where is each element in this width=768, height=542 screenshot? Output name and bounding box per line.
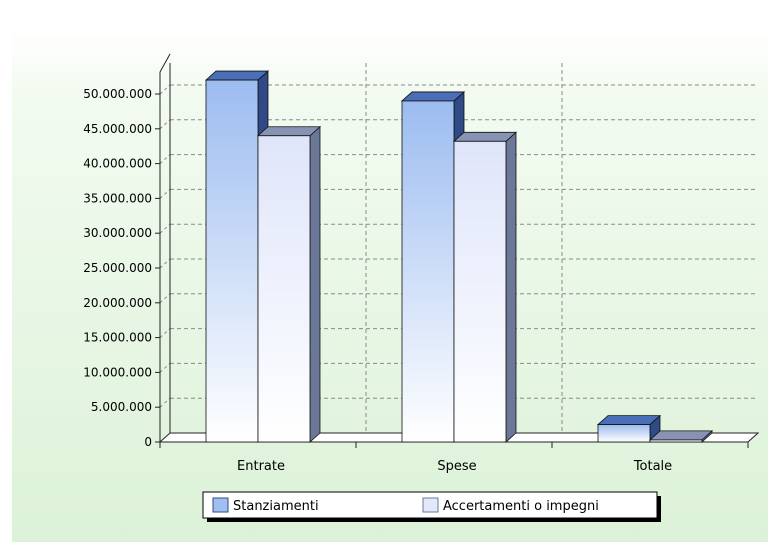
bar-front	[453, 140, 507, 443]
y-tick-label: 10.000.000	[83, 365, 152, 379]
gridline-y-side	[159, 84, 171, 95]
bar-cap	[256, 126, 322, 137]
bar-cap	[596, 415, 662, 426]
gridline-y-side	[159, 258, 171, 269]
x-tick-label: Totale	[633, 459, 672, 474]
y-tick-label: 40.000.000	[83, 157, 152, 171]
chart-background	[12, 28, 768, 542]
legend-label-accertamenti: Accertamenti o impegni	[443, 499, 599, 514]
x-tick-label: Spese	[437, 459, 476, 474]
y-axis-top-edge	[159, 53, 171, 73]
x-tick-label: Entrate	[237, 459, 285, 474]
bar-cap	[204, 70, 270, 81]
bar-side	[309, 125, 321, 443]
legend-swatch-stanziamenti	[212, 497, 229, 513]
legend: Stanziamenti Accertamenti o impegni	[202, 491, 661, 522]
bar-front	[597, 424, 651, 443]
y-tick-label: 20.000.000	[83, 296, 152, 310]
y-tick-label: 35.000.000	[83, 191, 152, 205]
y-tick-label: 15.000.000	[83, 331, 152, 345]
gridline-y-side	[159, 363, 171, 373]
bar-accertamenti-entrate	[256, 125, 322, 443]
bar-cap	[452, 131, 518, 142]
legend-label-stanziamenti: Stanziamenti	[233, 499, 319, 514]
y-tick-label: 45.000.000	[83, 122, 152, 136]
bar-accertamenti-totale	[648, 430, 714, 443]
bar-front	[205, 79, 259, 443]
bar-front	[257, 135, 311, 443]
y-tick-label: 50.000.000	[83, 87, 152, 101]
bar-cap	[400, 91, 466, 102]
bar-accertamenti-spese	[452, 131, 518, 443]
gridline-y-side	[159, 397, 171, 408]
legend-swatch-accertamenti	[422, 497, 439, 513]
gridline-y-side	[159, 328, 171, 338]
bars-layer	[204, 70, 714, 443]
y-tick-label: 0	[144, 435, 152, 449]
gridline-y-side	[159, 154, 171, 164]
gridline-y-side	[159, 223, 171, 234]
y-tick-label: 5.000.000	[91, 400, 152, 414]
bar-cap	[648, 430, 714, 441]
gridline-y-side	[159, 189, 171, 199]
legend-box	[202, 491, 658, 519]
bar-side	[505, 131, 517, 443]
bar-stanziamenti-totale	[596, 414, 662, 443]
gridline-y-side	[159, 293, 171, 304]
bar-front	[649, 439, 703, 443]
y-tick-label: 30.000.000	[83, 226, 152, 240]
labels-layer: 0 5.000.000 10.000.000 15.000.000 20.000.000…	[83, 87, 672, 474]
y-tick-label: 25.000.000	[83, 261, 152, 275]
bar-front	[401, 100, 455, 443]
gridline-y-side	[159, 119, 171, 130]
